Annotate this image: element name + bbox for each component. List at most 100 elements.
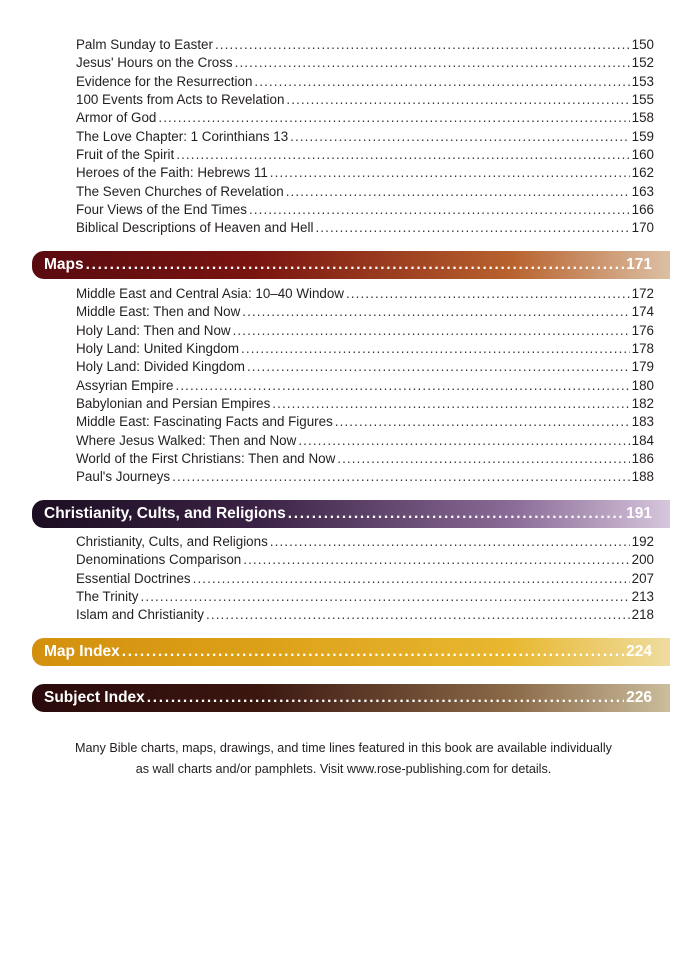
dot-leader xyxy=(335,414,630,429)
entry-title: Heroes of the Faith: Hebrews 11 xyxy=(76,165,268,181)
entry-page: 166 xyxy=(631,202,654,218)
entry-page: 207 xyxy=(631,570,654,586)
toc-entry[interactable]: The Love Chapter: 1 Corinthians 13 159 xyxy=(76,129,654,147)
entry-title: Islam and Christianity xyxy=(76,607,205,623)
entry-title: Holy Land: United Kingdom xyxy=(76,341,240,357)
toc-entry[interactable]: Paul's Journeys 188 xyxy=(76,469,654,487)
dot-leader xyxy=(346,286,630,301)
dot-leader xyxy=(193,571,630,586)
entry-title: Armor of God xyxy=(76,110,157,126)
entry-title: The Love Chapter: 1 Corinthians 13 xyxy=(76,128,289,144)
dot-leader xyxy=(270,165,630,180)
dot-leader xyxy=(175,378,629,393)
entry-title: The Seven Churches of Revelation xyxy=(76,183,284,199)
section-header-christianity-cults-and-religions[interactable]: Christianity, Cults, and Religions 191 xyxy=(32,500,670,528)
entry-title: Holy Land: Then and Now xyxy=(76,322,231,338)
dot-leader xyxy=(315,220,629,235)
entry-title: Biblical Descriptions of Heaven and Hell xyxy=(76,220,314,236)
dot-leader xyxy=(147,689,624,707)
toc-entry[interactable]: Fruit of the Spirit 160 xyxy=(76,147,654,165)
entry-page: 176 xyxy=(631,322,654,338)
toc-entry[interactable]: Essential Doctrines 207 xyxy=(76,571,654,589)
entry-page: 184 xyxy=(631,432,654,448)
dot-leader xyxy=(122,643,624,661)
toc-entry[interactable]: Middle East: Then and Now 174 xyxy=(76,304,654,322)
toc-entry[interactable]: Denominations Comparison 200 xyxy=(76,552,654,570)
toc-list: Christianity, Cults, and Religions 192 Den… xyxy=(76,534,654,626)
footer-line: Many Bible charts, maps, drawings, and t… xyxy=(75,741,612,755)
toc-entry[interactable]: Armor of God 158 xyxy=(76,110,654,128)
entry-page: 172 xyxy=(631,286,654,301)
toc-entry[interactable]: Islam and Christianity 218 xyxy=(76,607,654,625)
entry-title: Palm Sunday to Easter xyxy=(76,37,213,52)
entry-title: Paul's Journeys xyxy=(76,469,171,485)
entry-title: Assyrian Empire xyxy=(76,377,174,393)
toc-entry[interactable]: Babylonian and Persian Empires 182 xyxy=(76,396,654,414)
entry-page: 200 xyxy=(631,552,654,568)
dot-leader xyxy=(141,589,630,604)
dot-leader xyxy=(172,469,630,484)
section-title: Map Index xyxy=(44,643,120,660)
section-page: 224 xyxy=(626,643,652,660)
entry-title: Middle East: Fascinating Facts and Figur… xyxy=(76,414,333,430)
toc-entry[interactable]: World of the First Christians: Then and … xyxy=(76,451,654,469)
toc-entry[interactable]: Holy Land: United Kingdom 178 xyxy=(76,341,654,359)
toc-entry[interactable]: 100 Events from Acts to Revelation 155 xyxy=(76,92,654,110)
entry-title: Where Jesus Walked: Then and Now xyxy=(76,432,297,448)
entry-page: 158 xyxy=(631,110,654,126)
dot-leader xyxy=(337,451,629,466)
section-title: Christianity, Cults, and Religions xyxy=(44,505,286,522)
dot-leader xyxy=(158,110,629,125)
entry-page: 159 xyxy=(631,128,654,144)
dot-leader xyxy=(254,74,629,89)
toc-entry[interactable]: Holy Land: Then and Now 176 xyxy=(76,323,654,341)
dot-leader xyxy=(242,304,629,319)
section-page: 226 xyxy=(626,689,652,706)
dot-leader xyxy=(298,433,629,448)
entry-title: Babylonian and Persian Empires xyxy=(76,396,271,412)
toc-entry[interactable]: Christianity, Cults, and Religions 192 xyxy=(76,534,654,552)
entry-page: 180 xyxy=(631,377,654,393)
toc-entry[interactable]: Biblical Descriptions of Heaven and Hell… xyxy=(76,220,654,238)
section-header-subject-index[interactable]: Subject Index 226 xyxy=(32,684,670,712)
dot-leader xyxy=(243,552,629,567)
section-title: Subject Index xyxy=(44,689,145,706)
section-page: 191 xyxy=(626,505,652,522)
entry-page: 183 xyxy=(631,414,654,430)
dot-leader xyxy=(286,92,629,107)
entry-page: 155 xyxy=(631,92,654,108)
entry-page: 178 xyxy=(631,341,654,357)
toc-entry[interactable]: Holy Land: Divided Kingdom 179 xyxy=(76,359,654,377)
dot-leader xyxy=(272,396,629,411)
section-header-map-index[interactable]: Map Index 224 xyxy=(32,638,670,666)
entry-title: Four Views of the End Times xyxy=(76,202,247,218)
entry-title: Jesus' Hours on the Cross xyxy=(76,55,233,71)
entry-page: 160 xyxy=(631,147,654,163)
section-title: Maps xyxy=(44,256,84,273)
toc-entry[interactable]: Assyrian Empire 180 xyxy=(76,378,654,396)
entry-page: 152 xyxy=(631,55,654,71)
dot-leader xyxy=(176,147,629,162)
toc-entry[interactable]: The Seven Churches of Revelation 163 xyxy=(76,184,654,202)
toc-entry[interactable]: Palm Sunday to Easter 150 xyxy=(76,37,654,55)
dot-leader xyxy=(215,37,630,52)
toc-entry[interactable]: Heroes of the Faith: Hebrews 11 162 xyxy=(76,165,654,183)
section-header-maps[interactable]: Maps 171 xyxy=(32,251,670,279)
dot-leader xyxy=(290,129,630,144)
entry-page: 174 xyxy=(631,304,654,320)
dot-leader xyxy=(233,323,630,338)
toc-entry[interactable]: Evidence for the Resurrection 153 xyxy=(76,74,654,92)
toc-entry[interactable]: The Trinity 213 xyxy=(76,589,654,607)
entry-title: The Trinity xyxy=(76,589,139,605)
toc-entry[interactable]: Where Jesus Walked: Then and Now 184 xyxy=(76,433,654,451)
entry-title: Middle East: Then and Now xyxy=(76,304,241,320)
toc-entry[interactable]: Middle East: Fascinating Facts and Figur… xyxy=(76,414,654,432)
dot-leader xyxy=(86,256,625,274)
entry-page: 188 xyxy=(631,469,654,485)
toc-entry[interactable]: Four Views of the End Times 166 xyxy=(76,202,654,220)
entry-title: Fruit of the Spirit xyxy=(76,147,175,163)
entry-page: 213 xyxy=(631,589,654,605)
dot-leader xyxy=(270,534,630,549)
toc-entry[interactable]: Jesus' Hours on the Cross 152 xyxy=(76,55,654,73)
toc-entry[interactable]: Middle East and Central Asia: 10–40 Wind… xyxy=(76,286,654,304)
